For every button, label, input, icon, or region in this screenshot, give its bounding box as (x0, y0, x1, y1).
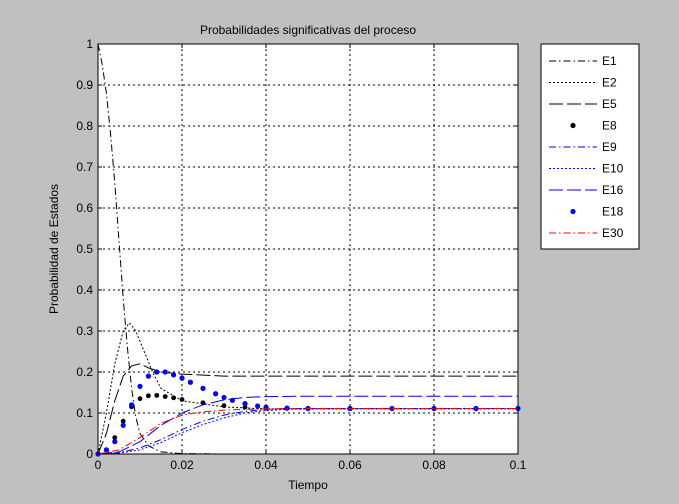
data-point (103, 447, 109, 453)
y-tick-label: 0.3 (76, 324, 93, 338)
data-point (112, 435, 118, 440)
y-tick-label: 1 (86, 37, 93, 51)
legend-label: E10 (602, 162, 624, 176)
series-line (97, 395, 518, 455)
data-point (171, 395, 177, 401)
x-tick-label: 0.08 (422, 458, 446, 472)
series-line (97, 408, 519, 455)
y-tick-label: 0.2 (76, 365, 93, 379)
legend-entry: E1 (549, 54, 617, 68)
series-e10 (97, 408, 519, 455)
data-point (242, 404, 248, 410)
data-point (154, 369, 160, 375)
data-point (200, 400, 206, 406)
y-tick-label: 0.8 (76, 119, 93, 133)
y-tick-label: 0 (86, 447, 93, 461)
grid-lines (98, 44, 518, 454)
data-point (120, 422, 126, 428)
series-line (97, 321, 518, 455)
x-axis-ticks: 0 0.02 0.04 0.06 0.08 0.1 (95, 44, 527, 472)
series-e2 (97, 321, 518, 455)
legend-label: E30 (602, 226, 624, 240)
series-e18 (95, 369, 521, 457)
y-tick-label: 0.6 (76, 201, 93, 215)
y-tick-label: 0.7 (76, 160, 93, 174)
legend-entry: E30 (549, 226, 624, 240)
legend-entry: E2 (549, 76, 617, 90)
data-point (146, 393, 151, 399)
data-point (162, 369, 168, 375)
legend-marker (570, 208, 576, 215)
data-point (255, 403, 261, 409)
data-point (200, 385, 206, 391)
y-tick-label: 0.1 (76, 406, 93, 420)
x-tick-label: 0.04 (254, 458, 278, 472)
data-point (137, 383, 143, 389)
legend-entry: E10 (549, 162, 624, 176)
y-tick-label: 0.9 (76, 78, 93, 92)
series-e16 (97, 395, 518, 455)
legend-label: E8 (602, 119, 617, 133)
data-point (229, 397, 235, 403)
legend-label: E2 (602, 76, 617, 90)
data-point (179, 397, 185, 402)
y-axis-label: Probabilidad de Estados (47, 184, 61, 314)
data-point (120, 418, 126, 424)
legend-label: E18 (602, 205, 624, 219)
legend-box (540, 43, 640, 250)
series-line (97, 408, 518, 455)
x-tick-label: 0.06 (338, 458, 362, 472)
y-tick-label: 0.5 (76, 242, 93, 256)
data-point (129, 402, 135, 408)
plot-frame (97, 43, 519, 455)
data-point (221, 403, 227, 409)
x-axis-label: Tiempo (288, 478, 328, 492)
series-layer (95, 43, 521, 457)
y-tick-label: 0.4 (76, 283, 93, 297)
x-tick-label: 0.1 (510, 458, 527, 472)
series-e5 (97, 363, 518, 455)
data-point (171, 372, 177, 378)
data-point (154, 392, 160, 398)
legend-label: E1 (602, 54, 617, 68)
data-point (284, 405, 290, 411)
legend-entry: E9 (549, 140, 617, 154)
chart-title: Probabilidades significativas del proces… (200, 23, 416, 37)
data-point (162, 394, 168, 399)
legend-label: E16 (602, 183, 624, 197)
data-point (213, 391, 219, 397)
series-line (97, 363, 518, 455)
legend-entry: E8 (570, 119, 617, 133)
legend-entry: E18 (570, 205, 624, 219)
legend-marker (570, 122, 576, 129)
legend: E1 E2 E5 E8 E9 E10 E16 E18 E30 (540, 43, 640, 250)
data-point (112, 439, 118, 445)
data-point (187, 379, 193, 385)
series-e30 (97, 408, 518, 455)
legend-entry: E5 (549, 97, 617, 111)
legend-entry: E16 (549, 183, 624, 197)
x-tick-label: 0 (95, 458, 102, 472)
legend-label: E5 (602, 97, 617, 111)
data-point (221, 394, 227, 401)
data-point (431, 405, 437, 412)
series-line (97, 408, 518, 455)
data-point (145, 373, 151, 379)
series-e9 (97, 408, 518, 455)
data-point (389, 405, 395, 412)
data-point (137, 396, 143, 402)
x-tick-label: 0.02 (170, 458, 194, 472)
data-point (179, 375, 185, 381)
data-point (242, 400, 248, 407)
legend-label: E9 (602, 140, 617, 154)
